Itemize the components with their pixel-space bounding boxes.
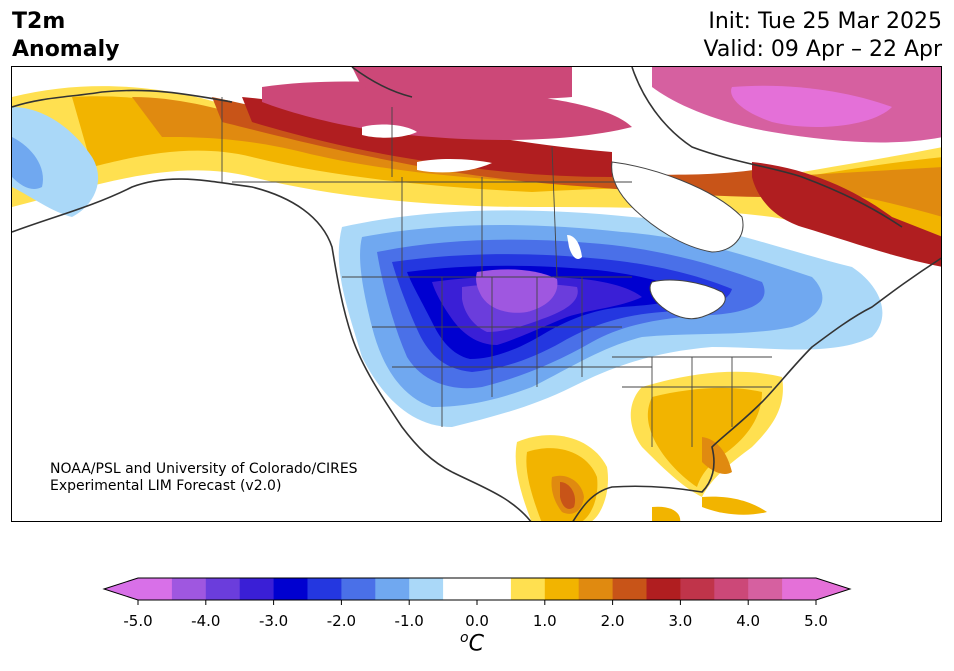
colorbar-swatch [477, 578, 512, 600]
great-slave-lake [417, 159, 492, 173]
colorbar-tick-label: 1.0 [532, 612, 557, 630]
cool-alaska-core [12, 137, 43, 189]
colorbar-swatch [714, 578, 749, 600]
colorbar-swatch [341, 578, 376, 600]
warm-southeast-2 [647, 387, 762, 487]
colorbar-tick-label: -4.0 [191, 612, 221, 630]
colorbar-under-arrow [104, 578, 138, 600]
unit-degree-symbol: o [460, 630, 469, 646]
colorbar-swatch [578, 578, 614, 600]
colorbar-tick-label: -1.0 [394, 612, 424, 630]
colorbar-swatch [510, 578, 546, 600]
colorbar-swatch [646, 578, 681, 600]
warm-band-north-4 [212, 97, 772, 197]
colorbar-tick-label: 5.0 [804, 612, 828, 630]
colorbar-swatch [375, 578, 410, 600]
colorbar-swatch [748, 578, 783, 600]
warm-arctic [262, 81, 632, 140]
title-variable: T2m [12, 9, 66, 34]
colorbar-swatch [307, 578, 342, 600]
cool-alaska [12, 107, 99, 217]
colorbar-swatch [205, 578, 241, 600]
colorbar-swatch [239, 578, 275, 600]
coastlines [12, 67, 941, 521]
warm-arctic-islands [352, 67, 572, 99]
colorbar-swatch [171, 578, 207, 600]
colorbar-swatch [443, 578, 478, 600]
colorbar-unit: oC [460, 630, 484, 656]
colorbar-swatch [273, 578, 308, 600]
warm-band-north-3 [132, 97, 941, 217]
colorbar-tick-label: 3.0 [668, 612, 693, 630]
warm-arctic-east-core [731, 85, 892, 127]
warm-cuba [702, 496, 767, 515]
warm-yucatan [652, 506, 681, 521]
forecast-credit: NOAA/PSL and University of Colorado/CIRE… [50, 461, 358, 495]
credit-line-1: NOAA/PSL and University of Colorado/CIRE… [50, 461, 358, 477]
warm-florida [702, 437, 732, 474]
colorbar-swatch [138, 578, 173, 600]
colorbar-tick-label: -3.0 [258, 612, 289, 630]
colorbar-over-arrow [816, 578, 850, 600]
colorbar-swatch [782, 578, 817, 600]
colorbar-tick-label: 0.0 [465, 612, 489, 630]
colorbar-swatch [680, 578, 715, 600]
credit-line-2: Experimental LIM Forecast (v2.0) [50, 478, 282, 494]
colorbar-tick-label: -2.0 [326, 612, 357, 630]
valid-range: Valid: 09 Apr – 22 Apr [703, 37, 943, 62]
colorbar-tick-label: -5.0 [123, 612, 153, 630]
lake-winnipeg [567, 235, 582, 259]
map-title: T2m Anomaly [12, 8, 119, 64]
init-date: Init: Tue 25 Mar 2025 [708, 9, 942, 34]
warm-labrador [752, 162, 941, 267]
title-anomaly: Anomaly [12, 37, 120, 62]
unit-letter: C [468, 631, 484, 657]
colorbar-swatch [544, 578, 580, 600]
colorbar-tick-label: 2.0 [600, 612, 625, 630]
colorbar-swatch [409, 578, 444, 600]
admin-borders [221, 97, 772, 447]
colorbar-swatch [612, 578, 647, 600]
forecast-dates: Init: Tue 25 Mar 2025 Valid: 09 Apr – 22… [704, 8, 943, 64]
great-bear-lake [362, 124, 417, 138]
map-canvas [12, 67, 941, 521]
great-lakes [649, 279, 726, 320]
anomaly-map: NOAA/PSL and University of Colorado/CIRE… [11, 66, 942, 522]
warm-mexico-core [560, 482, 576, 509]
hudson-bay [611, 161, 744, 253]
colorbar-tick-label: 4.0 [736, 612, 761, 630]
